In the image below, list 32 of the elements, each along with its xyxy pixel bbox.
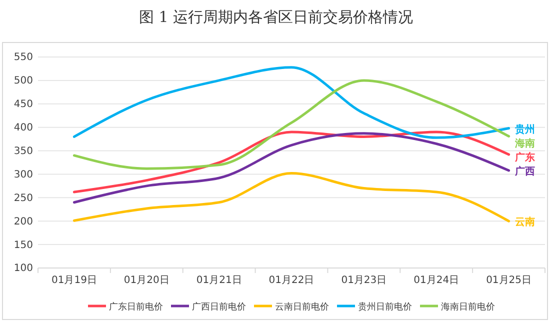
annotation: 广西: [514, 165, 535, 178]
line-series: [72, 172, 510, 222]
annotation: 贵州: [514, 123, 535, 136]
line-series: [72, 79, 510, 170]
line-series: [72, 66, 510, 139]
annotation: 广东: [514, 151, 535, 164]
annotation: 海南: [514, 137, 535, 150]
x-tick-label: 01月21日: [196, 275, 242, 286]
x-tick-label: 01月24日: [414, 275, 460, 286]
chart-title: 图 1 运行周期内各省区日前交易价格情况: [138, 8, 414, 26]
y-tick-label: 400: [14, 122, 33, 134]
x-tick-label: 01月19日: [51, 275, 97, 286]
x-tick-label: 01月25日: [486, 275, 532, 286]
legend-label: 海南日前电价: [441, 302, 495, 312]
x-tick-label: 01月23日: [341, 275, 387, 286]
y-tick-label: 500: [14, 76, 33, 87]
y-tick-label: 300: [14, 169, 33, 180]
y-tick-label: 200: [14, 216, 33, 228]
x-tick-label: 01月20日: [124, 275, 170, 286]
annotation: 云南: [514, 216, 535, 228]
legend-label: 广西日前电价: [192, 302, 246, 312]
y-tick-label: 350: [14, 146, 33, 157]
legend-label: 云南日前电价: [275, 302, 329, 312]
line-series: [72, 132, 510, 204]
y-tick-label: 100: [14, 263, 33, 274]
y-tick-label: 250: [14, 192, 33, 204]
y-tick-label: 150: [14, 240, 33, 251]
y-tick-label: 450: [14, 99, 33, 110]
x-tick-label: 01月22日: [268, 275, 314, 286]
legend-label: 贵州日前电价: [358, 302, 412, 312]
legend-label: 广东日前电价: [109, 302, 163, 312]
y-tick-label: 550: [14, 52, 33, 64]
